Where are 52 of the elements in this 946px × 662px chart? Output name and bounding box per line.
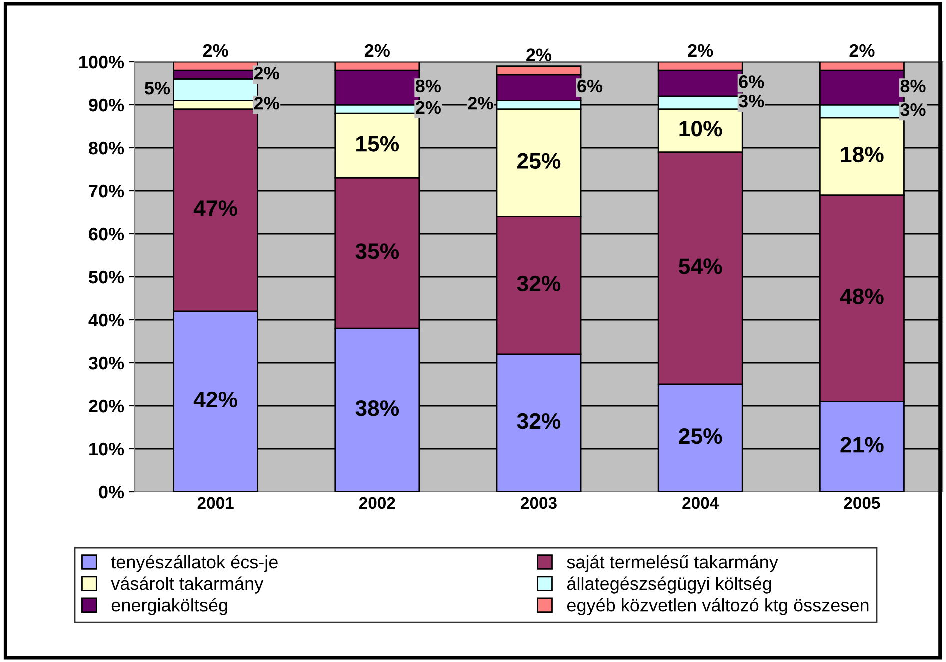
y-tick-label: 0% (99, 486, 124, 499)
x-tick-label: 2003 (521, 497, 557, 510)
data-label: 47% (194, 200, 238, 216)
data-label: 3% (738, 94, 764, 108)
x-tick-label: 2005 (844, 497, 880, 510)
data-label: 35% (356, 244, 400, 260)
data-label: 32% (517, 413, 561, 430)
y-tick-label: 70% (89, 184, 124, 198)
data-label: 2% (254, 97, 280, 110)
legend-label: vásárolt takarmány (111, 576, 264, 594)
data-label: 2% (468, 97, 494, 110)
data-label: 2% (416, 101, 441, 114)
data-label: 21% (840, 437, 884, 453)
y-tick-label: 20% (89, 400, 124, 413)
data-label: 2% (254, 66, 280, 80)
y-tick-label: 100% (80, 56, 124, 69)
data-label: 25% (679, 428, 722, 444)
legend-label: saját termelésű takarmány (567, 555, 778, 572)
data-label: 2% (526, 48, 552, 62)
y-tick-label: 50% (89, 270, 124, 284)
data-label: 38% (356, 400, 400, 416)
x-tick-label: 2001 (198, 497, 234, 510)
data-label: 2% (203, 44, 228, 58)
y-tick-label: 30% (88, 356, 124, 370)
data-label: 2% (688, 44, 714, 58)
x-tick-label: 2004 (682, 497, 720, 510)
y-tick-label: 40% (88, 314, 124, 327)
y-tick-label: 10% (90, 442, 124, 456)
legend-label: tenyészállatok écs-je (111, 555, 278, 572)
data-label: 15% (356, 136, 400, 152)
legend-label: egyéb közvetlen változó ktg összesen (567, 598, 869, 616)
data-label: 48% (840, 288, 884, 304)
data-label: 8% (900, 80, 926, 93)
data-label: 54% (679, 258, 722, 274)
data-label: 42% (194, 392, 238, 408)
legend-label: energiaköltség (112, 598, 228, 616)
y-tick-label: 90% (89, 98, 124, 112)
data-label: 3% (900, 104, 926, 116)
data-label: 6% (739, 76, 764, 88)
data-label: 25% (518, 153, 561, 170)
data-label: 8% (416, 80, 441, 93)
legend-label: állategészségügyi költség (567, 576, 772, 594)
data-label: 32% (517, 276, 561, 292)
data-label: 10% (680, 121, 722, 137)
y-tick-label: 80% (89, 142, 124, 155)
y-tick-label: 60% (89, 228, 124, 241)
data-label: 2% (850, 44, 875, 58)
data-label: 18% (841, 146, 884, 163)
data-label: 5% (145, 82, 170, 95)
x-tick-label: 2002 (359, 497, 396, 510)
data-label: 2% (364, 44, 390, 58)
data-label: 6% (578, 80, 603, 93)
